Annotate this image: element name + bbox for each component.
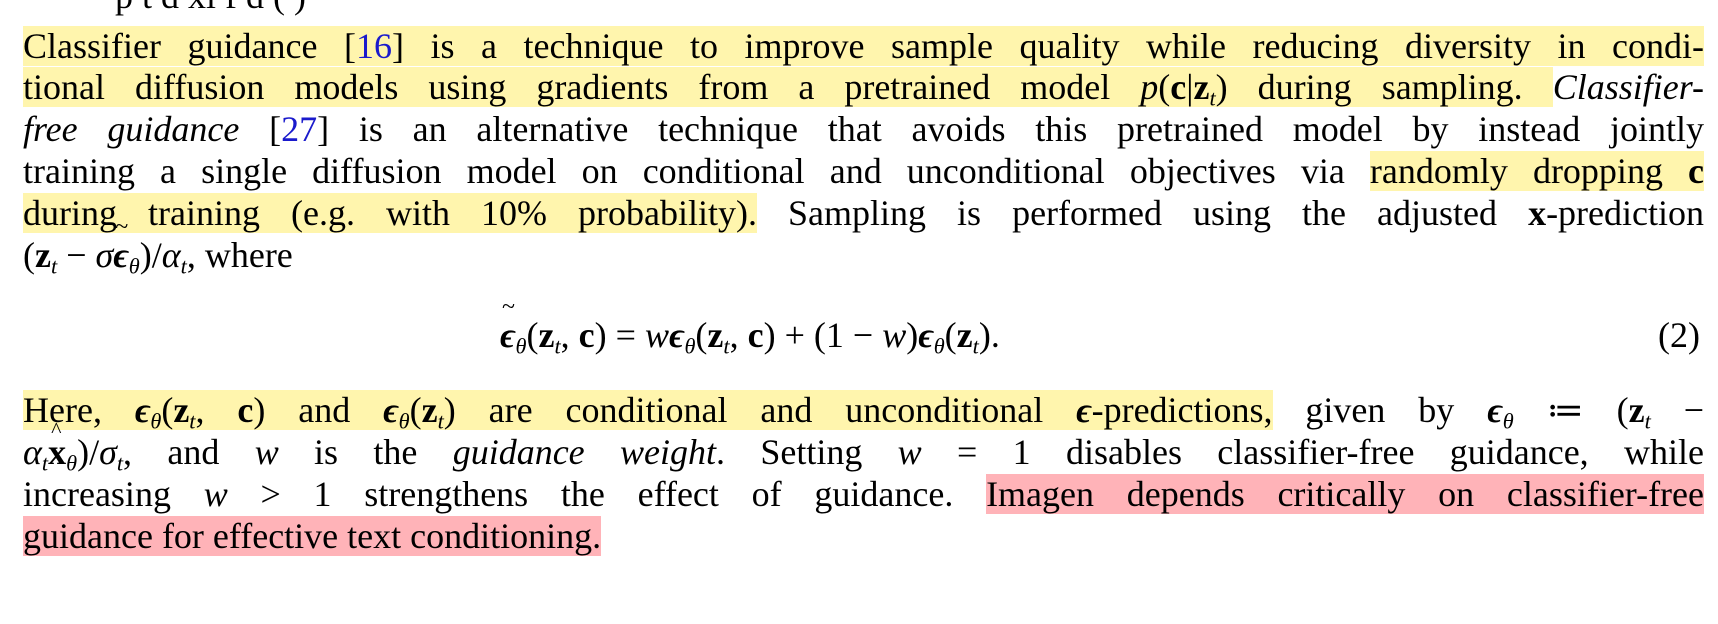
para1-line2: tional diffusion models using gradients … [23,65,1704,109]
cutoff-top-line: p t d xl f d ( ) [115,0,306,16]
text: given by [1272,390,1488,430]
text: are conditional and unconditional [455,390,1077,430]
text: -predictions, [1091,390,1273,430]
math-x: x [1528,193,1547,233]
highlight-red: Imagen depends critically on classifier-… [986,474,1705,514]
para1-line3: free guidance [27] is an alternative tec… [23,107,1704,151]
para1-line4: training a single diffusion model on con… [23,149,1704,193]
text: and [265,390,384,430]
para2-line3: increasing w > 1 strengthens the effect … [23,472,1705,516]
italic-term: free guidance [23,109,240,149]
italic-term: Classifier- [1552,67,1704,107]
math-c: c [1688,151,1704,191]
text: disables classifier-free guidance, while [1030,432,1704,472]
text: ] is a technique to improve sample quali… [391,26,1704,66]
para1-line1: Classifier guidance [16] is a technique … [23,24,1704,68]
math-adjusted-x: (zt − σϵθ)/αt [23,205,187,277]
text: training a single diffusion model on con… [23,151,1370,191]
text: during sampling. [1227,67,1553,107]
highlight-red: guidance for effective text conditioning… [23,516,602,556]
text: guidance for effective text conditioning… [23,516,602,556]
math-eps-cond: ϵθ(zt, c) [134,390,266,434]
highlight-yellow: randomly dropping c [1369,151,1704,191]
para2-line2: αtxθ)/σt, and w is the guidance weight. … [23,408,1704,474]
italic-term: guidance weight [452,432,716,472]
para1-line5: during training (e.g. with 10% probabili… [23,191,1704,235]
citation-link[interactable]: 27 [281,109,318,149]
text: . Setting [715,432,898,472]
text: tional diffusion models using gradients … [23,67,1141,107]
para1-line6: (zt − σϵθ)/αt, where [23,205,1704,277]
text: Here, [23,390,135,430]
math-w: w [254,432,279,472]
highlight-yellow: Here, ϵθ(zt, c) and ϵθ(zt) are condition… [23,390,1273,434]
equation-2: ϵθ(zt, c) = wϵθ(zt, c) + (1 − w)ϵθ(zt). … [0,282,1718,360]
equation-body: ϵθ(zt, c) = wϵθ(zt, c) + (1 − w)ϵθ(zt). [500,282,1000,360]
para2-line4: guidance for effective text conditioning… [23,514,1704,558]
text: -prediction [1546,193,1705,233]
highlight-yellow: tional diffusion models using gradients … [23,67,1553,111]
math-eps: ϵ [1076,390,1092,430]
text: [ [239,109,282,149]
text: , where [186,235,293,275]
text: Imagen depends critically on classifier-… [986,474,1705,514]
highlight-yellow: during training (e.g. with 10% probabili… [23,193,757,233]
citation-link[interactable]: 16 [355,26,392,66]
math-w-eq-1: w = 1 [897,432,1031,472]
math-w-gt-1: w > 1 [203,474,332,514]
para2-line1: Here, ϵθ(zt, c) and ϵθ(zt) are condition… [23,388,1704,432]
text: is the [278,432,453,472]
text: strengthens the effect of guidance. [331,474,987,514]
text: , and [123,432,255,472]
math-eps-def-cont: αtxθ)/σt [23,408,123,474]
text: Sampling is performed using the adjusted [757,193,1529,233]
text: during training (e.g. with 10% probabili… [23,193,757,233]
math-p-c-given-z: p(c|zt) [1140,67,1228,111]
highlight-yellow: Classifier guidance [16] is a technique … [23,26,1704,66]
math-eps-def: ϵθ ≔ (zt − [1487,390,1705,434]
math-eps-uncond: ϵθ(zt) [383,390,456,434]
text: randomly dropping [1369,151,1689,191]
text: increasing [23,474,204,514]
text: Classifier guidance [ [23,26,356,66]
text: ] is an alternative technique that avoid… [317,109,1704,149]
equation-number: (2) [1658,315,1700,355]
